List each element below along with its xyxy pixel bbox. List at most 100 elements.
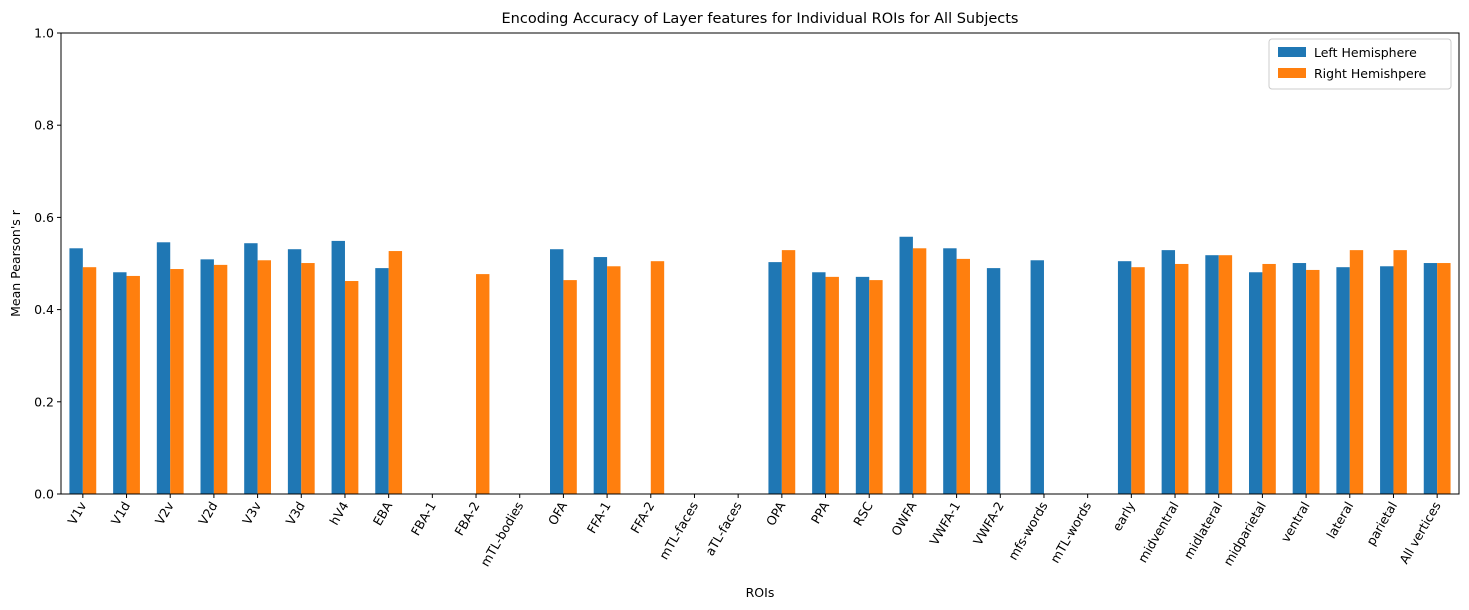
bar-right-hemishpere-midparietal [1262,263,1276,494]
bar-left-hemisphere-parietal [1380,266,1394,494]
bar-right-hemishpere-ppa [825,276,839,494]
x-tick-label-fba-1: FBA-1 [408,499,439,538]
bar-left-hemisphere-midparietal [1249,272,1263,494]
bar-left-hemisphere-v1d [113,272,127,494]
x-tick-label-vwfa-2: VWFA-2 [970,499,1007,548]
bar-right-hemishpere-rsc [869,280,883,494]
x-tick-label-lateral: lateral [1323,499,1356,541]
legend-label-right-hemisphere: Right Hemishpere [1314,66,1427,81]
bar-left-hemisphere-ppa [812,272,826,494]
x-tick-label-all-vertices: All vertices [1396,499,1444,566]
plot-frame [60,32,1460,495]
bar-right-hemishpere-v1d [126,275,140,494]
legend: Left Hemisphere Right Hemishpere [1268,38,1452,90]
x-tick-label-mfs-words: mfs-words [1005,499,1050,563]
y-tick-label: 0.8 [34,118,54,133]
x-tick-label-mtl-words: mTL-words [1047,499,1094,566]
bar-right-hemishpere-ofa [563,280,577,494]
legend-swatch-left-hemisphere [1278,47,1306,57]
x-tick-label-v2d: V2d [195,499,220,528]
x-axis-label: ROIs [746,585,775,600]
bar-right-hemishpere-v2v [170,269,184,494]
x-tick-label-midventral: midventral [1135,499,1182,565]
bar-right-hemishpere-early [1131,267,1145,494]
bar-left-hemisphere-v2v [156,242,171,494]
bar-right-hemishpere-opa [781,250,796,494]
bar-right-hemishpere-v2d [213,264,228,494]
bar-left-hemisphere-hv4 [331,240,345,494]
y-axis-label: Mean Pearson's r [8,209,23,317]
bar-left-hemisphere-midlateral [1205,255,1219,494]
x-tick-label-ofa: OFA [545,499,570,528]
legend-box [1268,38,1452,90]
x-axis: V1v V1d V2v V2d V3v V3d hV4 EBA FBA-1 FBA-2mTL-bo… [64,494,1444,569]
x-tick-label-opa: OPA [763,499,789,529]
x-tick-label-v3v: V3v [239,498,264,527]
bar-left-hemisphere-lateral [1336,267,1350,494]
x-tick-label-early: early [1109,498,1138,533]
x-tick-label-midlateral: midlateral [1181,499,1226,562]
bar-right-hemishpere-eba [388,251,403,494]
bar-left-hemisphere-v3d [287,249,302,494]
bar-right-hemishpere-vwfa-1 [956,258,970,494]
chart-title: Encoding Accuracy of Layer features for … [502,11,1019,27]
bar-right-hemishpere-v3v [257,260,271,494]
x-tick-label-atl-faces: aTL-faces [702,499,745,558]
y-tick-label: 0.2 [34,394,54,409]
x-tick-label-hv4: hV4 [326,499,351,528]
x-tick-label-mtl-bodies: mTL-bodies [477,499,526,569]
bar-left-hemisphere-ofa [550,249,564,494]
x-tick-label-eba: EBA [370,499,396,529]
y-tick-label: 0.0 [34,487,54,502]
bar-left-hemisphere-all-vertices [1423,263,1438,494]
x-tick-label-fba-2: FBA-2 [451,499,482,538]
bar-left-hemisphere-vwfa-2 [986,268,1001,494]
x-tick-label-ffa-2: FFA-2 [627,499,657,536]
bar-left-hemisphere-ventral [1292,263,1307,494]
x-tick-label-midparietal: midparietal [1220,499,1269,568]
x-tick-label-v1v: V1v [64,498,89,527]
bar-right-hemishpere-v1v [82,267,97,494]
x-tick-label-ventral: ventral [1278,499,1313,545]
bar-right-hemishpere-hv4 [344,281,359,494]
legend-swatch-right-hemisphere [1278,68,1306,78]
x-tick-label-ffa-1: FFA-1 [584,499,614,536]
bar-left-hemisphere-v1v [69,248,83,494]
bar-right-hemishpere-midlateral [1218,255,1233,494]
x-tick-label-ppa: PPA [808,499,833,527]
bar-right-hemishpere-ventral [1306,269,1320,494]
bar-left-hemisphere-mfs-words [1030,260,1044,494]
y-axis: 0.0 0.2 0.4 0.6 0.8 1.0 [34,26,61,502]
bar-left-hemisphere-ffa-1 [593,257,608,494]
x-tick-label-vwfa-1: VWFA-1 [926,499,963,548]
bars-layer [69,236,1451,494]
bar-left-hemisphere-eba [375,268,389,494]
bar-left-hemisphere-v3v [244,243,258,494]
x-tick-label-mtl-faces: mTL-faces [656,499,701,562]
bar-left-hemisphere-vwfa-1 [943,248,957,494]
x-tick-label-v1d: V1d [108,499,133,528]
bar-left-hemisphere-rsc [855,276,870,494]
bar-left-hemisphere-early [1117,261,1132,494]
bar-right-hemishpere-parietal [1393,250,1407,494]
bar-right-hemishpere-ffa-1 [607,266,621,494]
bar-right-hemishpere-fba-2 [476,274,490,494]
bar-right-hemishpere-owfa [912,248,927,494]
bar-left-hemisphere-midventral [1161,250,1176,494]
x-tick-label-owfa: OWFA [888,499,920,539]
y-tick-label: 0.4 [34,302,54,317]
bar-right-hemishpere-v3d [301,263,315,494]
x-tick-label-parietal: parietal [1363,499,1400,548]
bar-left-hemisphere-owfa [899,236,913,494]
y-tick-label: 0.6 [34,210,54,225]
bar-left-hemisphere-opa [768,262,782,494]
x-tick-label-v2v: V2v [152,498,177,527]
legend-label-left-hemisphere: Left Hemisphere [1314,45,1417,60]
x-tick-label-v3d: V3d [283,499,308,528]
x-tick-label-rsc: RSC [850,499,876,529]
bar-right-hemishpere-all-vertices [1437,263,1451,494]
bar-right-hemishpere-ffa-2 [650,261,665,494]
bar-right-hemishpere-midventral [1175,263,1189,494]
